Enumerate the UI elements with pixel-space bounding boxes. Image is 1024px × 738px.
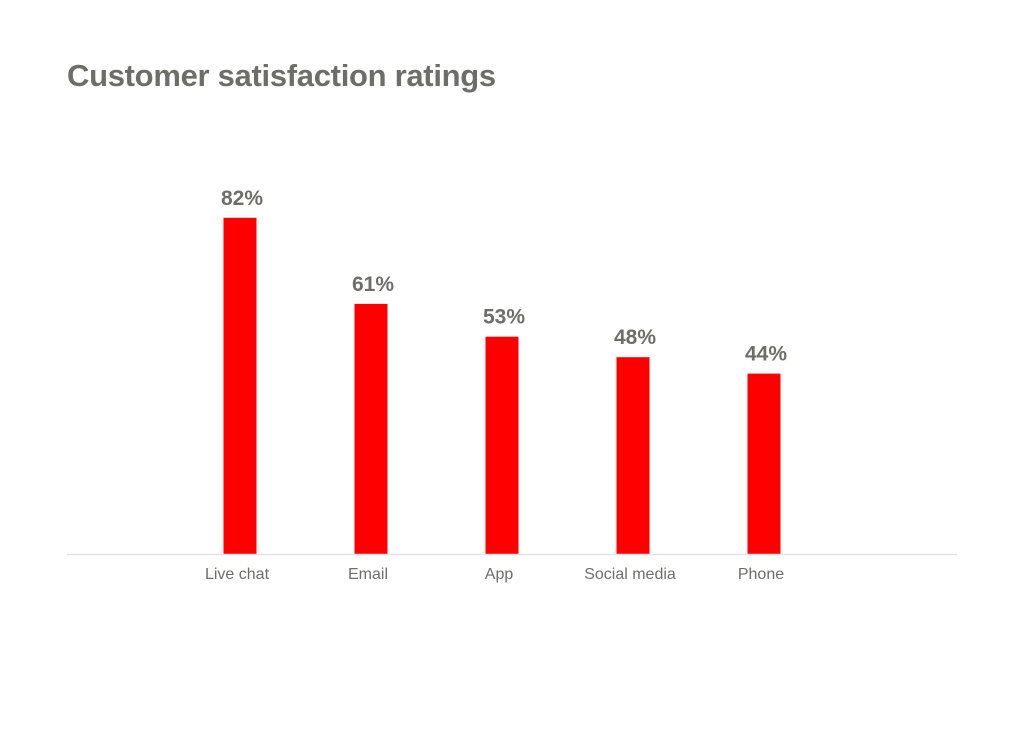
- chart-title: Customer satisfaction ratings: [67, 58, 496, 93]
- data-label: 53%: [483, 306, 525, 329]
- category-label: Live chat: [205, 566, 270, 583]
- category-label: App: [485, 566, 514, 583]
- data-label: 82%: [221, 187, 263, 210]
- data-label: 48%: [614, 326, 656, 349]
- bar-1: [354, 303, 388, 554]
- data-label: 44%: [745, 343, 787, 366]
- bar-4: [747, 373, 781, 554]
- category-label: Phone: [738, 566, 784, 583]
- category-label: Social media: [584, 566, 676, 583]
- category-label: Email: [348, 566, 388, 583]
- bar-2: [485, 336, 519, 554]
- bar-0: [223, 217, 257, 555]
- data-label: 61%: [352, 273, 394, 296]
- bar-3: [616, 357, 650, 554]
